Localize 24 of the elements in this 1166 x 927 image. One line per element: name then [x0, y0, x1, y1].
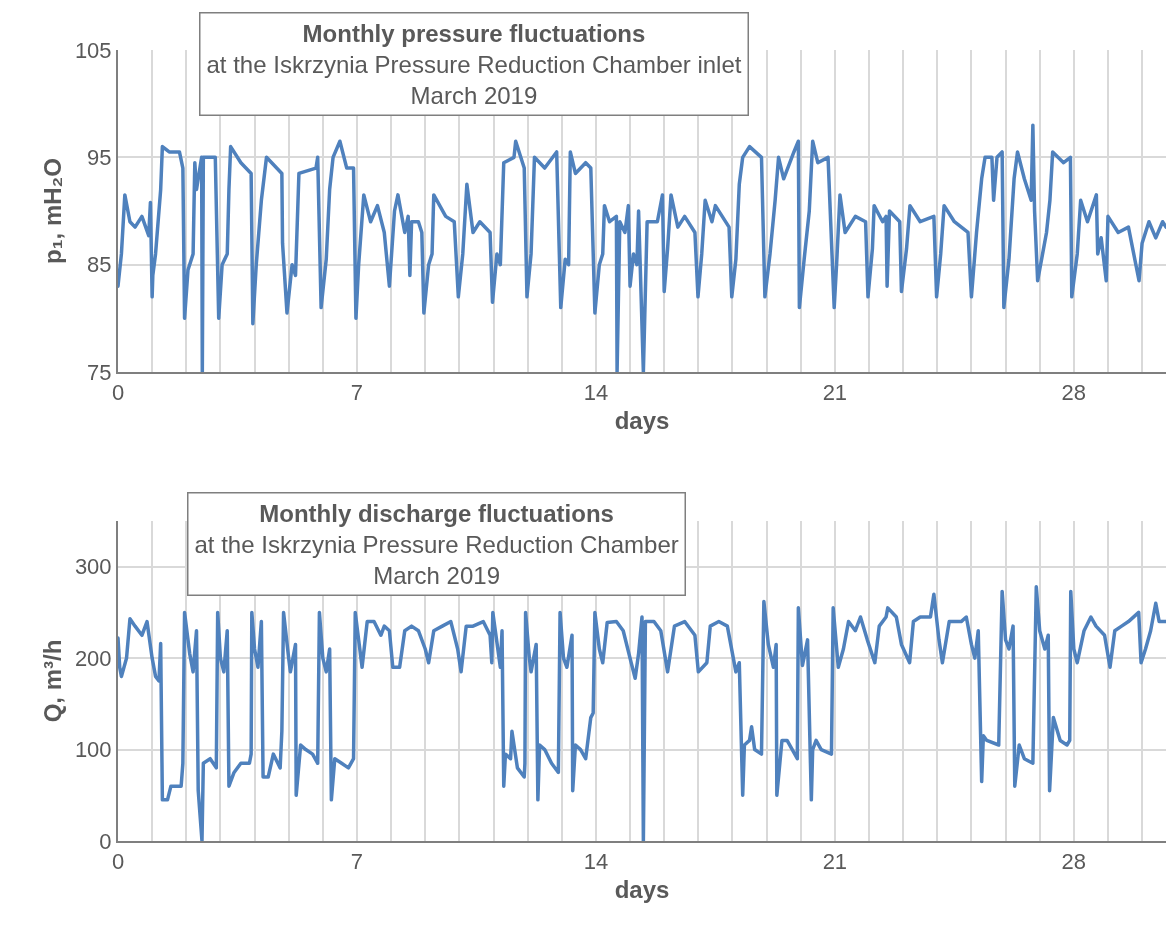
y-tick-label: 105	[74, 37, 112, 63]
x-tick-label: 7	[350, 380, 364, 406]
x-tick-label: 7	[350, 849, 364, 875]
y-tick-label: 85	[87, 252, 112, 278]
text: at the Iskrzynia Pressure Reduction Chamber March 2019	[194, 530, 679, 589]
x-tick-label: 14	[583, 849, 609, 875]
chart-title: Monthly discharge fluctuations	[259, 499, 614, 527]
y-tick-label: 0	[99, 828, 112, 854]
y-tick-label: 300	[74, 554, 112, 580]
y-axis-title: Q, m³/h	[39, 639, 67, 723]
x-tick-label: 28	[1061, 380, 1087, 406]
x-tick-label: 28	[1061, 849, 1087, 875]
y-tick-label: 95	[87, 145, 112, 171]
x-axis-title: days	[614, 407, 670, 435]
x-axis-title: days	[614, 876, 670, 904]
text: at the Iskrzynia Pressure Reduction Chamber inlet March 2019	[206, 50, 742, 109]
y-axis-title: p₁, mH₂O	[39, 158, 67, 264]
x-tick-label: 21	[822, 849, 848, 875]
chart-title: Monthly pressure fluctuations	[302, 19, 646, 47]
y-tick-label: 100	[74, 737, 112, 763]
y-tick-label: 75	[87, 359, 112, 385]
x-tick-label: 21	[822, 380, 848, 406]
x-tick-label: 14	[583, 380, 609, 406]
y-tick-label: 200	[74, 645, 112, 671]
